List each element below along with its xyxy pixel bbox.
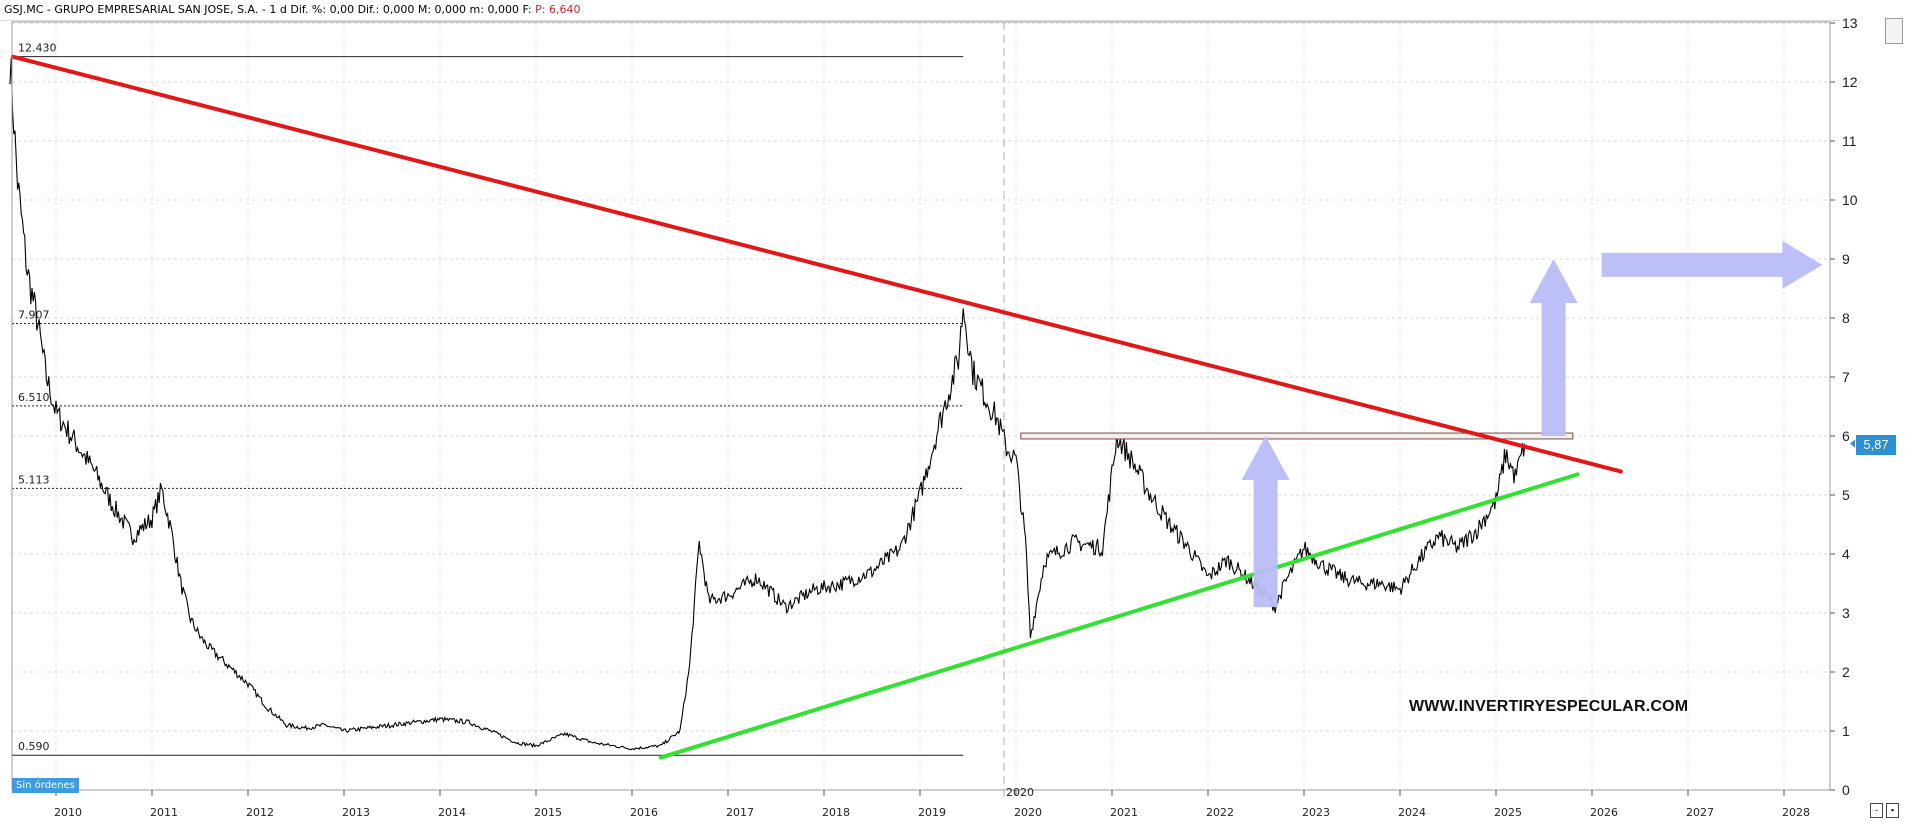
timeframe: 1 d — [269, 3, 287, 16]
x-tick-label: 2015 — [534, 806, 562, 819]
y-tick-label: 13 — [1842, 15, 1858, 31]
x-tick-label: 2016 — [630, 806, 658, 819]
price-level-label: 0.590 — [18, 740, 50, 753]
y-tick-label: 11 — [1842, 133, 1857, 149]
price-marker — [1850, 439, 1855, 448]
price-level-label: 5.113 — [18, 473, 50, 486]
last-price: P: 6,640 — [535, 3, 581, 16]
y-tick-label: 2 — [1842, 664, 1850, 680]
price-level-label: 6.510 — [18, 391, 50, 404]
x-tick-label: 2021 — [1110, 806, 1138, 819]
y-tick-label: 0 — [1842, 782, 1850, 798]
y-tick-label: 3 — [1842, 605, 1850, 621]
arrow-up — [1241, 436, 1290, 608]
trendlines — [10, 54, 1623, 760]
resistance-box — [1020, 432, 1574, 440]
scale-toggle-button[interactable] — [1885, 18, 1903, 44]
x-tick-label: 2017 — [726, 806, 754, 819]
plot-frame — [11, 21, 1831, 791]
y-tick-label: 12 — [1842, 74, 1858, 90]
symbol: GSJ.MC — [4, 3, 44, 16]
x-tick-label: 2018 — [822, 806, 850, 819]
header-text: GSJ.MC - GRUPO EMPRESARIAL SAN JOSE, S.A… — [4, 3, 581, 16]
x-tick-label: 2022 — [1206, 806, 1234, 819]
price-level-label: 12.430 — [18, 42, 57, 55]
price-level-label: 7.907 — [18, 308, 50, 321]
x-tick-label: 2024 — [1398, 806, 1426, 819]
x-tick-label: 2025 — [1494, 806, 1522, 819]
x-tick-label: 2010 — [54, 806, 82, 819]
x-tick-label: 2026 — [1590, 806, 1618, 819]
arrow-up — [1529, 259, 1578, 436]
separator-label: 2020 — [1006, 786, 1034, 799]
company-name: GRUPO EMPRESARIAL SAN JOSE, S.A. — [54, 3, 259, 16]
x-tick-label: 2020 — [1014, 806, 1042, 819]
price-line — [9, 58, 1526, 751]
x-tick-label: 2019 — [918, 806, 946, 819]
x-tick-label: 2014 — [438, 806, 466, 819]
arrow-right — [1601, 240, 1823, 289]
chart-tools: - ▪ — [1870, 800, 1905, 820]
y-tick-label: 6 — [1842, 428, 1850, 444]
support-trendline — [658, 472, 1580, 760]
price-levels: 12.430 7.907 6.510 5.113 0.590 — [12, 42, 964, 756]
x-tick-label: 2012 — [246, 806, 274, 819]
x-tick-label: 2011 — [150, 806, 178, 819]
y-tick-label: 8 — [1842, 310, 1850, 326]
x-tick-label: 2023 — [1302, 806, 1330, 819]
chart-header: GSJ.MC - GRUPO EMPRESARIAL SAN JOSE, S.A… — [0, 0, 1840, 21]
y-tick-label: 7 — [1842, 369, 1850, 385]
watermark-text: WWW.INVERTIRYESPECULAR.COM — [1409, 698, 1689, 715]
orders-badge[interactable]: Sin órdenes — [12, 778, 79, 793]
y-tick-label: 5 — [1842, 487, 1850, 503]
y-tick-label: 10 — [1842, 192, 1858, 208]
y-tick-label: 9 — [1842, 251, 1850, 267]
zoom-icon[interactable]: - — [1870, 803, 1883, 818]
price-series — [9, 58, 1526, 751]
annotations — [1241, 240, 1823, 608]
x-tick-label: 2027 — [1686, 806, 1714, 819]
stats: Dif. %: 0,00 Dif.: 0,000 M: 0,000 m: 0,0… — [290, 3, 532, 16]
save-icon[interactable]: ▪ — [1886, 803, 1899, 818]
resistance-trendline — [10, 54, 1623, 474]
current-price-badge: 5,87 — [1856, 435, 1896, 455]
x-tick-label: 2013 — [342, 806, 370, 819]
y-tick-label: 1 — [1842, 723, 1850, 739]
x-tick-label: 2028 — [1782, 806, 1810, 819]
y-tick-label: 4 — [1842, 546, 1850, 562]
